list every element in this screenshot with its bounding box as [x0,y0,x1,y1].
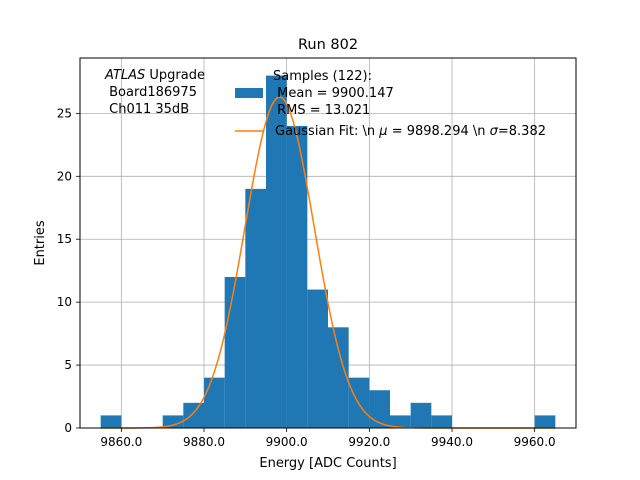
hist-bar-13 [369,390,390,428]
hist-bar-15 [410,402,432,428]
hist-bar-11 [328,327,349,428]
plot-frame [79,57,577,429]
channel-label: Ch011 35dB [105,102,189,117]
hist-bar-6 [224,276,246,428]
legend-fit-sigma-symbol: σ [490,124,499,139]
hist-bar-14 [390,415,411,428]
legend: Samples (122): Mean = 9900.147 RMS = 13.… [235,69,546,139]
histogram-bars [100,75,556,429]
y-tick-label-1: 5 [64,358,72,372]
hist-bar-5 [204,377,225,428]
x-tick-label-4: 9940.0 [431,435,473,449]
hist-bar-8 [266,75,287,428]
y-tick-label-4: 20 [57,169,72,183]
hist-bar-7 [245,188,266,428]
y-axis-label: Entries [33,220,48,266]
hist-bar-9 [286,125,308,429]
y-tick-label-3: 15 [57,232,72,246]
x-axis-label: Energy [ADC Counts] [259,456,396,471]
x-tick-label-2: 9900.0 [266,435,308,449]
legend-fit-sigma-value: =8.382 [498,124,546,139]
legend-hist-line2: Mean = 9900.147 [273,86,394,101]
legend-fit-prefix: Gaussian Fit: \n [275,124,379,139]
atlas-upgrade-text: Upgrade [145,68,205,83]
hist-bar-3 [162,415,184,428]
x-axis-ticks: 9860.0 9880.0 9900.0 9920.0 9940.0 9960.0 [100,428,556,449]
x-tick-label-3: 9920.0 [348,435,390,449]
atlas-italic: ATLAS [104,68,145,83]
y-axis-ticks: 0 5 10 15 20 25 [57,106,80,435]
hist-bar-21 [534,415,556,428]
legend-hist-swatch [235,88,263,98]
legend-fit-mu-value: = 9898.294 \n [388,124,490,139]
chart-title: Run 802 [298,37,358,53]
legend-hist-line1: Samples (122): [273,69,372,84]
x-tick-label-1: 9880.0 [183,435,225,449]
hist-bar-4 [183,402,204,428]
y-tick-label-5: 25 [57,106,72,120]
x-tick-label-5: 9960.0 [514,435,556,449]
hist-bar-10 [307,289,328,428]
hist-bar-16 [431,415,452,428]
board-label: Board186975 [105,85,197,100]
legend-fit-mu-symbol: μ [378,124,387,139]
hist-bar-0 [100,415,122,428]
atlas-label: ATLAS Upgrade [104,68,205,83]
y-tick-label-2: 10 [57,295,72,309]
x-tick-label-0: 9860.0 [100,435,142,449]
legend-hist-line3: RMS = 13.021 [273,103,370,118]
y-tick-label-0: 0 [64,421,72,435]
legend-fit-label: Gaussian Fit: \n μ = 9898.294 \n σ=8.382 [275,124,546,139]
